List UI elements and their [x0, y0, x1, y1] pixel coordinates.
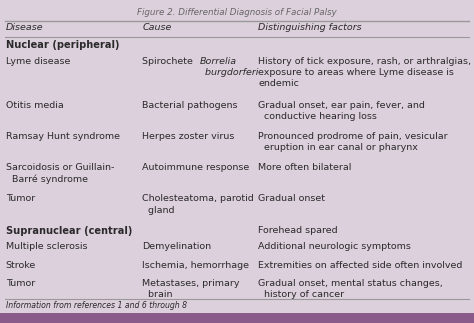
Text: Lyme disease: Lyme disease: [6, 57, 70, 66]
Text: Spirochete: Spirochete: [142, 57, 196, 66]
Text: Additional neurologic symptoms: Additional neurologic symptoms: [258, 242, 411, 251]
Text: Ramsay Hunt syndrome: Ramsay Hunt syndrome: [6, 132, 120, 141]
Text: Gradual onset, ear pain, fever, and
  conductive hearing loss: Gradual onset, ear pain, fever, and cond…: [258, 101, 425, 121]
Text: Gradual onset, mental status changes,
  history of cancer: Gradual onset, mental status changes, hi…: [258, 279, 443, 299]
Text: Tumor: Tumor: [6, 279, 35, 288]
Text: Herpes zoster virus: Herpes zoster virus: [142, 132, 235, 141]
Text: Bacterial pathogens: Bacterial pathogens: [142, 101, 237, 110]
Bar: [0, 313, 474, 323]
Text: Stroke: Stroke: [6, 261, 36, 270]
Text: Sarcoidosis or Guillain-
  Barré syndrome: Sarcoidosis or Guillain- Barré syndrome: [6, 163, 114, 184]
Text: Disease: Disease: [6, 23, 43, 32]
Text: Information from references 1 and 6 through 8: Information from references 1 and 6 thro…: [6, 301, 187, 310]
Text: Distinguishing factors: Distinguishing factors: [258, 23, 362, 32]
Text: History of tick exposure, rash, or arthralgias,
exposure to areas where Lyme dis: History of tick exposure, rash, or arthr…: [258, 57, 471, 88]
Text: Tumor: Tumor: [6, 194, 35, 203]
Text: Demyelination: Demyelination: [142, 242, 211, 251]
Text: Supranuclear (central): Supranuclear (central): [6, 226, 132, 236]
Text: Extremities on affected side often involved: Extremities on affected side often invol…: [258, 261, 463, 270]
Text: Figure 2. Differential Diagnosis of Facial Palsy: Figure 2. Differential Diagnosis of Faci…: [137, 8, 337, 17]
Text: Multiple sclerosis: Multiple sclerosis: [6, 242, 87, 251]
Text: Metastases, primary
  brain: Metastases, primary brain: [142, 279, 240, 299]
Text: Gradual onset: Gradual onset: [258, 194, 325, 203]
Text: More often bilateral: More often bilateral: [258, 163, 352, 172]
Text: Pronounced prodrome of pain, vesicular
  eruption in ear canal or pharynx: Pronounced prodrome of pain, vesicular e…: [258, 132, 448, 152]
Text: Autoimmune response: Autoimmune response: [142, 163, 249, 172]
Text: Nuclear (peripheral): Nuclear (peripheral): [6, 40, 119, 50]
Text: Cause: Cause: [142, 23, 172, 32]
Text: Forehead spared: Forehead spared: [258, 226, 338, 234]
Text: Otitis media: Otitis media: [6, 101, 64, 110]
Text: Cholesteatoma, parotid
  gland: Cholesteatoma, parotid gland: [142, 194, 254, 214]
Text: Ischemia, hemorrhage: Ischemia, hemorrhage: [142, 261, 249, 270]
Text: Borrelia
  burgdorferi: Borrelia burgdorferi: [200, 57, 259, 77]
